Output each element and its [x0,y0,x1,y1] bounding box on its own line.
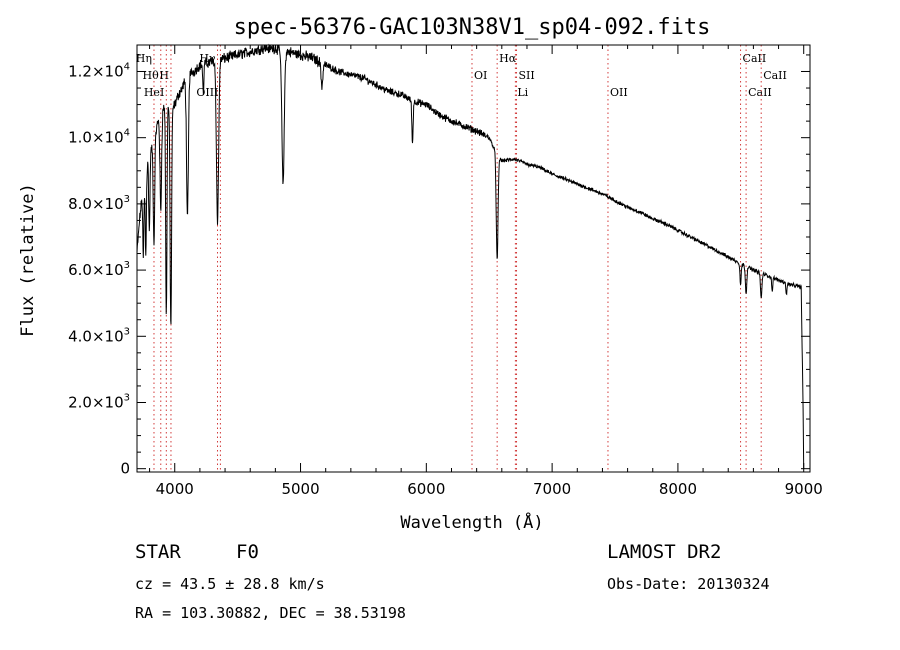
y-tick-label: 2.0×103 [68,392,130,411]
line-marker-label: HeI [144,86,164,99]
object-subclass: F0 [236,541,259,563]
x-axis-label: Wavelength (Å) [400,511,543,533]
line-marker-label: CaII [748,86,772,99]
y-tick-label: 4.0×103 [68,326,130,345]
y-tick-label: 1.0×104 [68,128,130,147]
line-marker-label: OIII [196,86,218,99]
sky-coordinates: RA = 103.30882, DEC = 38.53198 [135,604,406,622]
y-tick-label: 0 [120,460,130,478]
x-tick-label: 6000 [407,480,445,498]
line-marker-label: Hη [136,52,152,65]
line-marker-label: CaII [763,69,787,82]
line-marker-label: Li [517,86,528,99]
line-marker-label: CaII [743,52,767,65]
line-marker-label: H [159,69,169,82]
x-tick-label: 7000 [533,480,571,498]
y-axis-ticks: 0 2.0×103 4.0×103 6.0×103 8.0×103 1.0×104 1.2×… [68,54,810,478]
x-tick-label: 8000 [659,480,697,498]
object-class: STAR [135,541,181,563]
plot-frame [136,44,811,473]
chart-title: spec-56376-GAC103N38V1_sp04-092.fits [234,15,711,40]
line-marker-label: Hα [499,52,517,65]
spectrum-line [136,43,805,469]
line-marker-label: OI [474,69,487,82]
y-tick-label: 8.0×103 [68,194,130,213]
line-marker-label: SII [519,69,535,82]
x-axis-ticks: 4000 5000 6000 7000 8000 9000 [149,45,823,498]
y-axis-label: Flux (relative) [18,183,38,337]
line-marker-label: Hθ [143,69,160,82]
line-marker-label: OII [610,86,628,99]
y-tick-label: 1.2×104 [68,61,130,80]
y-tick-label: 6.0×103 [68,260,130,279]
observation-date: Obs-Date: 20130324 [607,575,770,593]
redshift-velocity: cz = 43.5 ± 28.8 km/s [135,575,325,593]
x-tick-label: 5000 [281,480,319,498]
survey-release: LAMOST DR2 [607,541,722,563]
x-tick-label: 9000 [785,480,823,498]
x-tick-label: 4000 [156,480,194,498]
